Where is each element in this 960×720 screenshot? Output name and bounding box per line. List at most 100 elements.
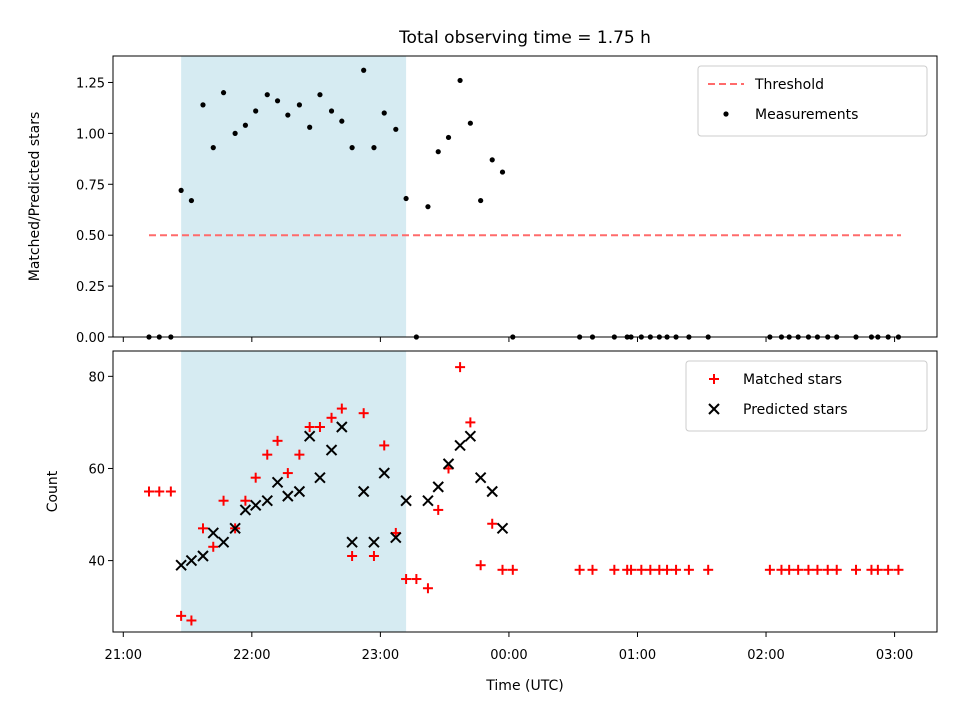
legend-label: Matched stars: [743, 372, 842, 388]
predicted-point-b: [271, 476, 284, 488]
matched-point: [793, 564, 804, 575]
y-tick-label: 1.00: [76, 127, 105, 142]
measurement-point: [478, 197, 484, 204]
predicted-point-b: [207, 527, 219, 539]
axes-frame: [112, 55, 938, 338]
predicted-point: [197, 550, 209, 562]
matched-point: [487, 518, 498, 529]
legend-label: Predicted stars: [743, 402, 848, 418]
measurement-point: [445, 134, 452, 141]
predicted-point-b: [217, 536, 230, 548]
predicted-point-b: [474, 471, 487, 484]
matched-point: [784, 564, 795, 575]
y-tick-label: 0.50: [76, 229, 105, 244]
legend-predicted-swatch-b: [708, 403, 720, 415]
predicted-point: [454, 439, 466, 452]
predicted-point: [185, 554, 198, 567]
matched-point: [764, 564, 775, 575]
chart-title: Total observing time = 1.75 h: [398, 28, 651, 48]
matched-point: [262, 449, 273, 460]
predicted-point: [400, 495, 412, 507]
predicted-point: [314, 471, 326, 484]
predicted-point-b: [293, 485, 306, 498]
observing-window-span: [181, 56, 407, 337]
matched-point: [379, 440, 390, 451]
measurement-point: [317, 92, 323, 98]
matched-point: [358, 408, 369, 419]
matched-point: [165, 486, 176, 497]
x-tick-label: 03:00: [876, 648, 913, 663]
matched-point: [197, 523, 208, 534]
matched-point: [304, 422, 315, 433]
measurement-point: [393, 126, 399, 132]
predicted-point: [357, 485, 370, 498]
predicted-point-b: [261, 495, 273, 507]
x-tick-label: 01:00: [619, 648, 656, 663]
matched-point: [347, 550, 358, 561]
matched-point: [455, 362, 466, 373]
matched-point: [636, 564, 647, 575]
predicted-point: [464, 430, 477, 442]
predicted-point-b: [464, 430, 477, 442]
x-tick-label: 02:00: [747, 648, 784, 663]
matched-point: [683, 564, 694, 575]
measurement-point: [499, 169, 506, 175]
legend: Threshold Measurements: [697, 65, 928, 137]
predicted-point-b: [336, 421, 348, 433]
legend-measurement-swatch: [723, 111, 729, 117]
predicted-point-b: [185, 554, 198, 567]
predicted-point-b: [422, 495, 434, 507]
predicted-point: [486, 485, 498, 498]
y-axis-label: Count: [45, 470, 61, 512]
measurement-point: [178, 187, 184, 193]
matched-point: [272, 435, 283, 446]
bottom-panel: 40 60 80 21:00 22:00 23:00 00:00 01:00 02:00 03:0…: [45, 350, 938, 694]
y-axis-label: Matched/Predicted stars: [27, 112, 43, 282]
top-panel: 0.00 0.25 0.50 0.75 1.00 1.25 Matched/Predicte…: [27, 55, 938, 346]
predicted-point-b: [400, 495, 412, 507]
matched-point: [893, 564, 904, 575]
matched-point: [326, 412, 337, 423]
predicted-point-b: [442, 458, 455, 470]
predicted-point-b: [249, 499, 262, 512]
matched-point: [703, 564, 714, 575]
y-tick-label: 0.75: [76, 178, 105, 193]
x-axis-label: Time (UTC): [485, 678, 563, 694]
matched-point: [411, 574, 422, 585]
y-tick-label: 1.25: [76, 76, 105, 91]
y-tick-label: 0.00: [76, 331, 105, 346]
predicted-point-b: [454, 439, 466, 452]
legend-label: Threshold: [754, 77, 824, 93]
measurement-point: [232, 130, 238, 136]
x-tick-label: 00:00: [490, 648, 527, 663]
y-tick-label: 80: [88, 370, 105, 385]
predicted-point-b: [282, 490, 294, 502]
predicted-point: [303, 430, 316, 442]
matched-point: [803, 564, 814, 575]
matched-point: [574, 564, 585, 575]
matched-point: [250, 472, 261, 483]
predicted-point-b: [239, 504, 252, 516]
predicted-point-b: [496, 522, 509, 535]
matched-point: [497, 564, 508, 575]
legend: Matched stars Predicted stars: [685, 360, 928, 432]
predicted-point: [249, 499, 262, 512]
matched-point: [401, 574, 412, 585]
matched-point: [186, 615, 197, 626]
matched-point: [314, 422, 325, 433]
y-tick-label: 60: [88, 462, 105, 477]
x-tick-label: 21:00: [105, 648, 142, 663]
measurement-point: [435, 149, 441, 155]
predicted-point: [207, 527, 219, 539]
matched-point: [645, 564, 656, 575]
measurement-point: [296, 102, 302, 108]
predicted-point: [271, 476, 284, 488]
measurement-point: [467, 120, 473, 126]
matched-point: [822, 564, 833, 575]
predicted-point-b: [303, 430, 316, 442]
series-matched-stars: [143, 362, 904, 626]
measurement-point: [274, 98, 281, 104]
predicted-point: [474, 471, 487, 484]
predicted-point-b: [197, 550, 209, 562]
matched-point: [208, 541, 219, 552]
